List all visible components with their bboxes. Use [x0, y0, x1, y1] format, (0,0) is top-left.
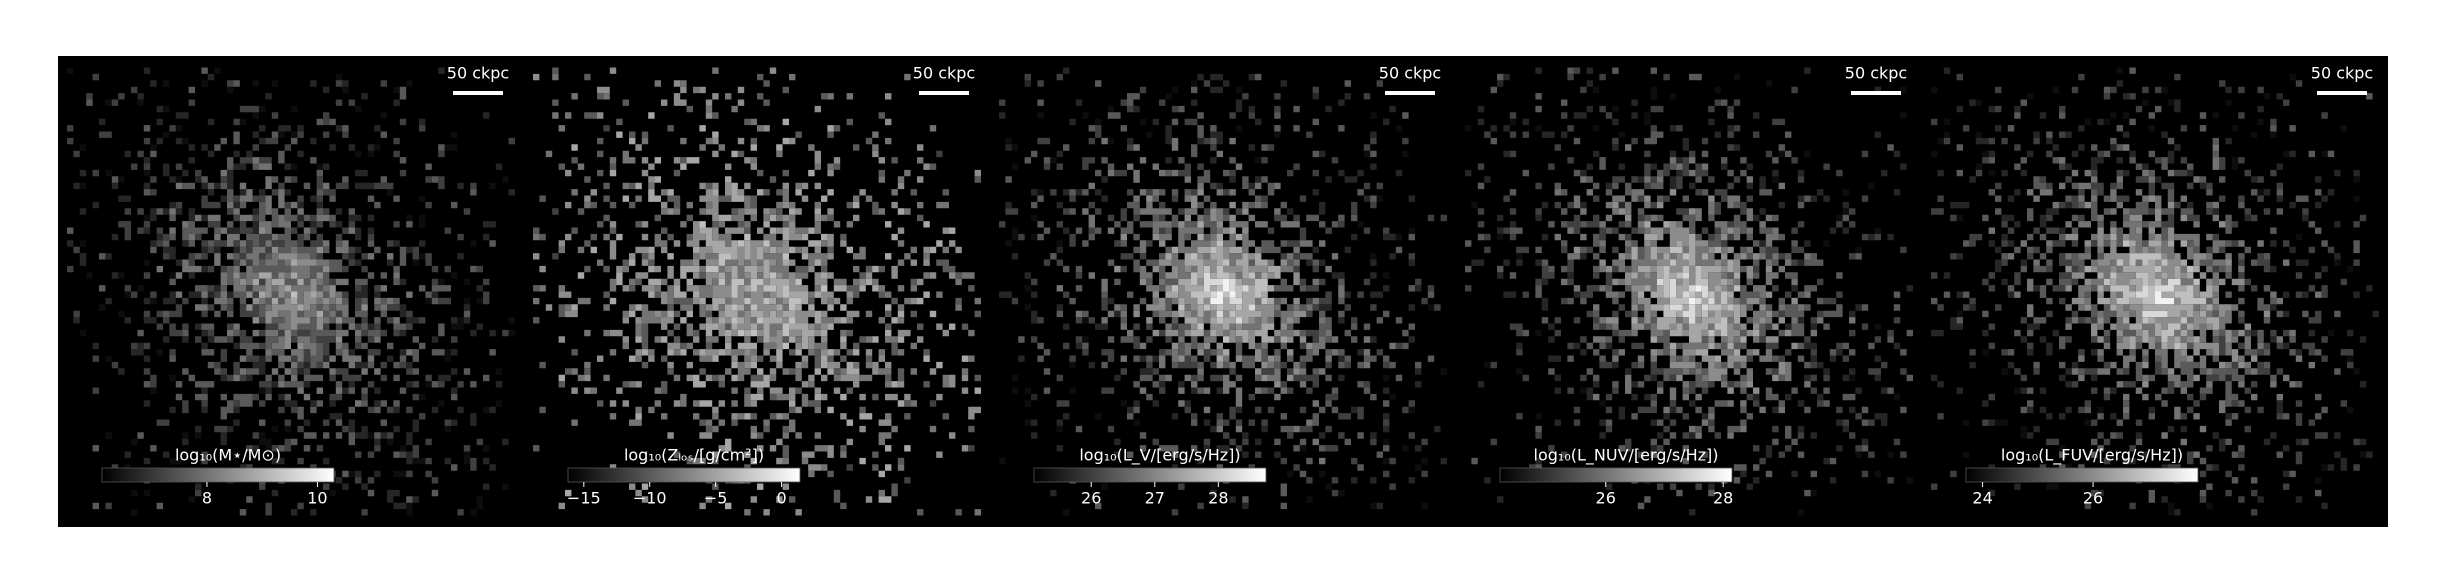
image-pixels	[1931, 67, 2373, 503]
colorbar-label: log₁₀(M⋆/M⊙)	[175, 446, 281, 465]
colorbar-tick-label: −10	[633, 489, 667, 508]
scale-label: 50 ckpc	[913, 64, 975, 83]
image-pixels	[2155, 291, 2175, 305]
scale-label: 50 ckpc	[2311, 64, 2373, 83]
colorbar-tick-label: 28	[1208, 489, 1228, 508]
image-pixels	[1165, 221, 1287, 362]
image-pixels	[1931, 67, 2379, 516]
scale-label: 50 ckpc	[1845, 64, 1907, 83]
scale-label: 50 ckpc	[1379, 64, 1441, 83]
colorbar-tick-label: 28	[1713, 489, 1733, 508]
panel: 50 ckpc log₁₀(M⋆/M⊙) 8 10	[58, 56, 524, 527]
image-pixels	[252, 259, 323, 318]
colorbar-label: log₁₀(L_FUV/[erg/s/Hz])	[2001, 446, 2183, 466]
image-pixels	[1689, 285, 1702, 305]
colorbar-tick-label: 8	[202, 489, 212, 508]
colorbar-tick-label: 0	[776, 489, 786, 508]
image-pixels	[156, 157, 413, 407]
colorbar-tick-label: 26	[2083, 489, 2103, 508]
image-pixels	[1210, 278, 1236, 305]
panel: 50 ckpc log₁₀(L_V/[erg/s/Hz]) 26 27 28	[990, 56, 1456, 527]
image-pixels	[67, 67, 515, 516]
colorbar-label: log₁₀(L_NUV/[erg/s/Hz])	[1534, 446, 1719, 466]
colorbar-tick-label: 10	[307, 489, 327, 508]
colorbar-label: log₁₀(L_V/[erg/s/Hz])	[1079, 446, 1240, 466]
colorbar-label: log₁₀(Zₗₒₛ/[g/cm²])	[624, 446, 764, 465]
panel: 50 ckpc log₁₀(L_NUV/[erg/s/Hz]) 26 28	[1456, 56, 1922, 527]
image-pixels	[1465, 67, 1913, 516]
colorbar-tick-label: 26	[1081, 489, 1101, 508]
colorbar-tick-label: 26	[1596, 489, 1616, 508]
colorbar-tick-label: 27	[1145, 489, 1165, 508]
image-pixels	[999, 73, 1447, 516]
colorbar	[567, 467, 801, 483]
colorbar-tick-label: −15	[567, 489, 601, 508]
colorbar	[1965, 467, 2199, 483]
panel: 50 ckpc log₁₀(Zₗₒₛ/[g/cm²]) −15 −10 −5 0	[524, 56, 990, 527]
colorbar	[1033, 467, 1267, 483]
image-pixels	[699, 221, 828, 350]
image-pixels	[2065, 195, 2271, 388]
image-pixels	[233, 227, 368, 350]
colorbar-tick-label: −5	[704, 489, 728, 508]
colorbar-tick-label: 24	[1972, 489, 1992, 508]
scale-label: 50 ckpc	[447, 64, 509, 83]
image-pixels	[1931, 73, 2367, 516]
colorbar	[101, 467, 335, 483]
panel: 50 ckpc log₁₀(L_FUV/[erg/s/Hz]) 24 26	[1922, 56, 2388, 527]
image-pixels	[2084, 233, 2219, 350]
image-pixels	[1573, 189, 1798, 394]
image-pixels	[1005, 73, 1435, 510]
colorbar	[1499, 467, 1733, 483]
image-pixels	[1554, 144, 1856, 439]
image-pixels	[67, 67, 496, 516]
image-pixels	[291, 291, 298, 298]
image-pixels	[2135, 278, 2181, 318]
